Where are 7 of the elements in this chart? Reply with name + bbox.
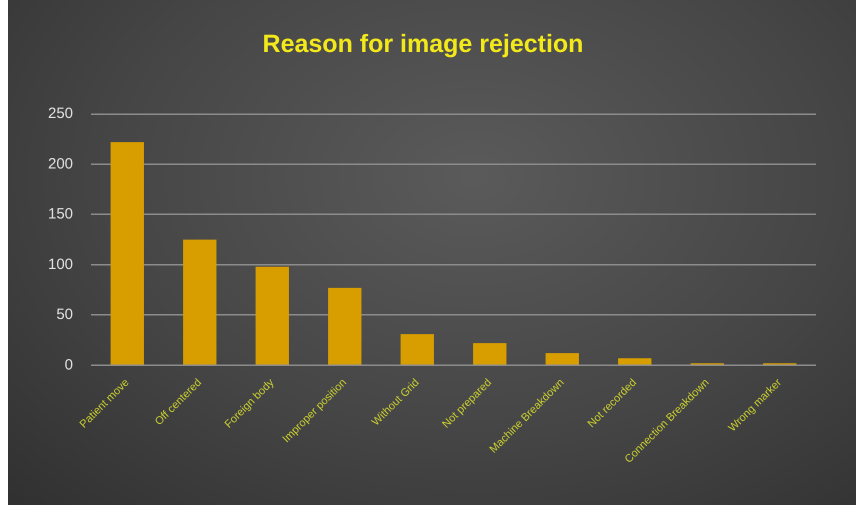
y-tick-label: 250 <box>48 105 74 122</box>
y-tick-label: 100 <box>48 256 74 273</box>
y-tick-label: 50 <box>56 306 74 324</box>
y-tick-label: 0 <box>64 356 74 374</box>
chart-title: Reason for image rejection <box>262 30 584 58</box>
y-tick-label: 150 <box>48 206 74 223</box>
y-tick-label: 200 <box>48 155 74 172</box>
